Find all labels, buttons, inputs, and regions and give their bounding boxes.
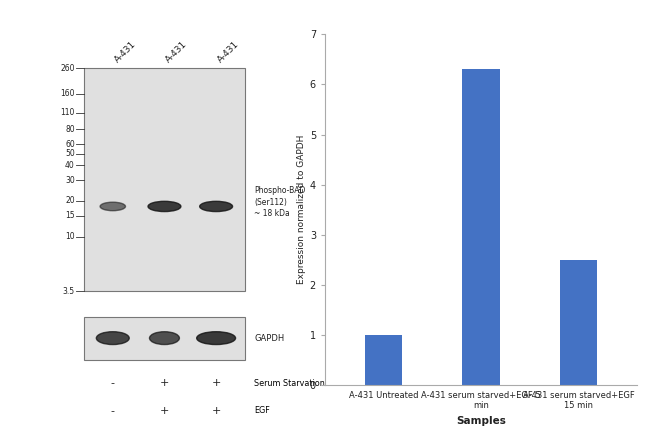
FancyBboxPatch shape: [84, 68, 245, 291]
Text: -: -: [111, 378, 115, 388]
Text: +: +: [211, 406, 221, 416]
Text: +: +: [211, 378, 221, 388]
Text: 110: 110: [60, 108, 75, 117]
Text: EGF: EGF: [254, 406, 270, 416]
Ellipse shape: [150, 332, 179, 345]
Text: +: +: [160, 406, 169, 416]
Text: 30: 30: [65, 175, 75, 184]
Text: 15: 15: [65, 211, 75, 220]
Text: -: -: [111, 406, 115, 416]
Text: 60: 60: [65, 140, 75, 149]
Ellipse shape: [197, 332, 235, 345]
Text: +: +: [160, 378, 169, 388]
Text: 40: 40: [65, 160, 75, 169]
FancyBboxPatch shape: [84, 317, 245, 360]
Text: Serum Starvation: Serum Starvation: [254, 378, 325, 388]
X-axis label: Samples: Samples: [456, 416, 506, 426]
Text: 160: 160: [60, 89, 75, 98]
Text: 10: 10: [65, 232, 75, 241]
Text: 260: 260: [60, 64, 75, 73]
Y-axis label: Expression normalized to GAPDH: Expression normalized to GAPDH: [296, 135, 306, 285]
Text: A-431: A-431: [113, 39, 138, 64]
Ellipse shape: [148, 201, 181, 211]
Ellipse shape: [100, 202, 125, 211]
Text: 3.5: 3.5: [62, 286, 75, 296]
Text: 80: 80: [65, 125, 75, 134]
Ellipse shape: [200, 201, 233, 211]
Text: 20: 20: [65, 196, 75, 205]
Ellipse shape: [96, 332, 129, 345]
Text: A-431: A-431: [164, 39, 189, 64]
Text: GAPDH: GAPDH: [254, 333, 285, 343]
Bar: [560, 260, 597, 385]
Text: A-431: A-431: [216, 39, 241, 64]
Bar: [365, 335, 402, 385]
Text: 50: 50: [65, 149, 75, 158]
Bar: [463, 69, 500, 385]
Text: Phospho-BAD
(Ser112)
~ 18 kDa: Phospho-BAD (Ser112) ~ 18 kDa: [254, 186, 306, 218]
